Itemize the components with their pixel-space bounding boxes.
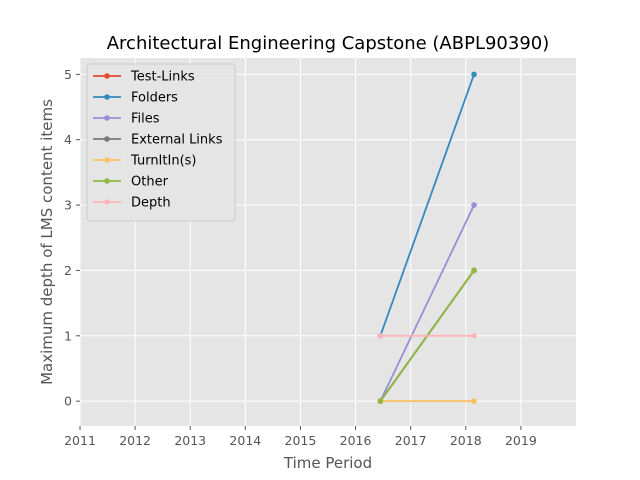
x-tick-label: 2012 — [119, 433, 151, 448]
x-tick-label: 2014 — [229, 433, 261, 448]
series-depth — [377, 332, 477, 339]
series-layer — [377, 71, 477, 404]
x-axis-label: Time Period — [283, 454, 372, 472]
legend-item: Depth — [93, 196, 171, 211]
legend-label: Depth — [131, 196, 171, 211]
legend-label: Other — [131, 175, 169, 190]
legend: Test-Links Folders Files External Links Turn… — [86, 63, 236, 222]
x-tick-label: 2016 — [340, 433, 372, 448]
data-point — [377, 332, 384, 339]
legend-box — [86, 63, 236, 222]
data-point — [471, 71, 477, 78]
legend-label: Folders — [131, 91, 178, 106]
x-tick-label: 2019 — [505, 433, 537, 448]
legend-label: Files — [131, 112, 160, 127]
legend-label: TurnItIn(s) — [130, 154, 196, 169]
legend-marker — [104, 178, 110, 184]
legend-item: External Links — [93, 133, 223, 148]
legend-marker — [104, 94, 110, 100]
legend-item: Files — [93, 112, 160, 127]
data-point — [471, 332, 477, 339]
y-axis-label: Maximum depth of LMS content items — [38, 99, 56, 385]
legend-marker — [104, 157, 110, 163]
legend-marker — [104, 73, 110, 79]
legend-item: Test-Links — [93, 70, 195, 85]
x-tick-label: 2017 — [395, 433, 427, 448]
tick-labels: 2011 2012 2013 2014 2015 2016 2017 2018 2019 0 1 2 3… — [64, 67, 537, 448]
series-line — [379, 74, 475, 337]
series-line — [379, 204, 475, 402]
data-point — [377, 398, 384, 404]
legend-item: Folders — [93, 91, 178, 106]
legend-marker — [104, 115, 110, 121]
data-point — [471, 398, 477, 404]
x-tick-label: 2015 — [285, 433, 317, 448]
data-point — [471, 267, 477, 274]
legend-item: TurnItIn(s) — [93, 154, 196, 169]
y-tick-label: 3 — [64, 198, 72, 213]
legend-label: External Links — [131, 133, 223, 148]
x-tick-label: 2011 — [64, 433, 96, 448]
chart-title: Architectural Engineering Capstone (ABPL… — [107, 33, 550, 54]
y-tick-label: 4 — [64, 132, 72, 147]
y-tick-label: 2 — [64, 263, 72, 278]
data-point — [471, 202, 477, 208]
legend-item: Other — [93, 175, 169, 190]
y-tick-label: 0 — [64, 394, 72, 409]
legend-label: Test-Links — [130, 70, 195, 85]
legend-marker — [104, 199, 110, 205]
y-tick-label: 5 — [64, 67, 72, 82]
x-tick-label: 2013 — [174, 433, 206, 448]
x-tick-label: 2018 — [450, 433, 482, 448]
y-tick-label: 1 — [64, 328, 72, 343]
legend-marker — [104, 136, 110, 142]
